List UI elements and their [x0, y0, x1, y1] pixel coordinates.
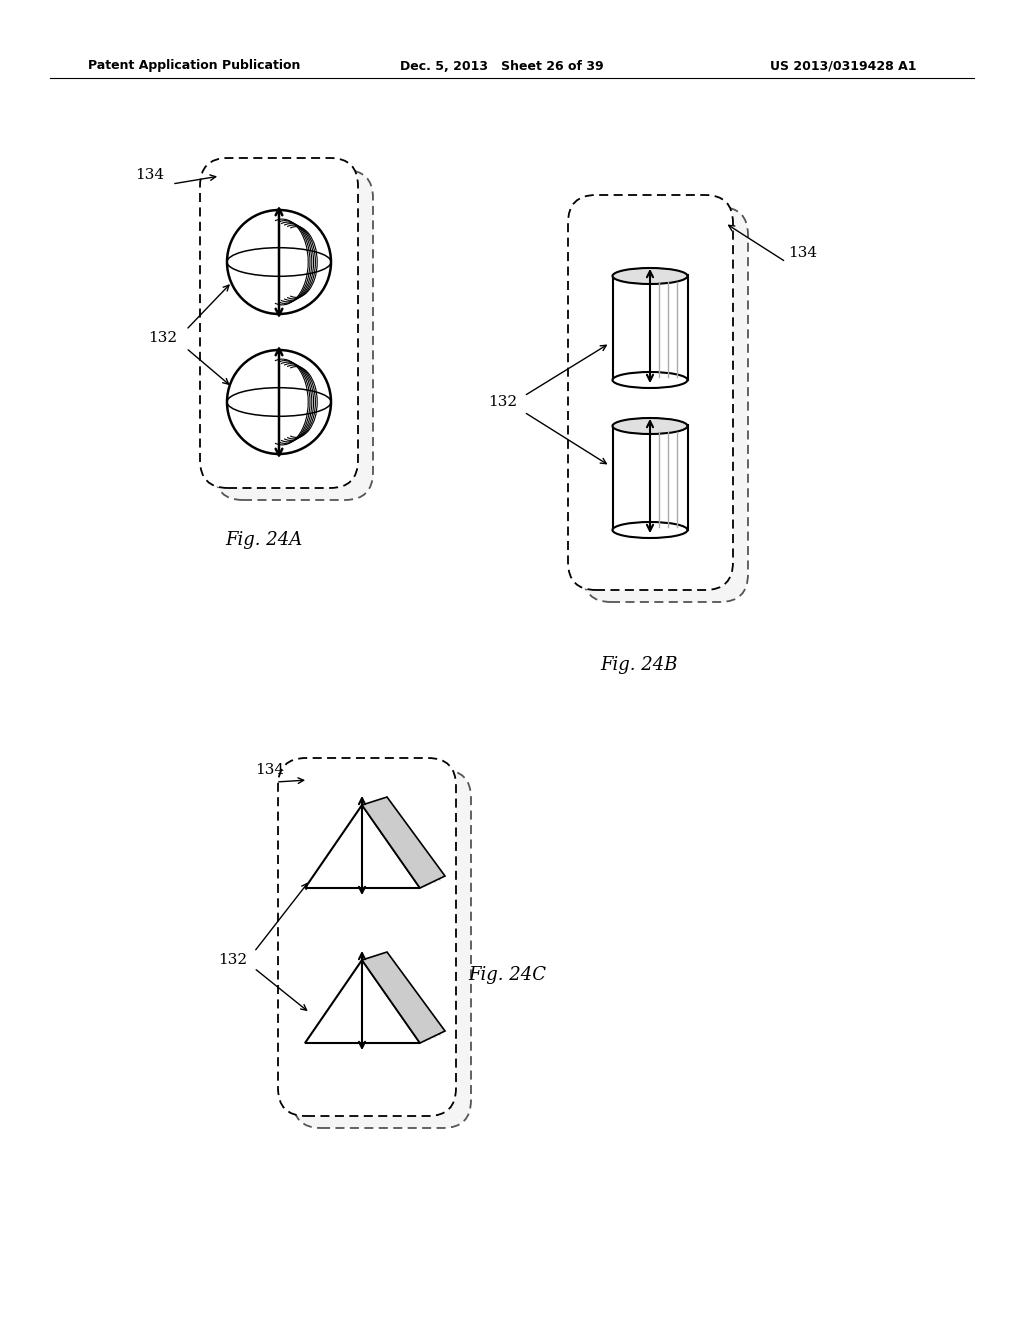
FancyBboxPatch shape	[583, 207, 748, 602]
Polygon shape	[305, 960, 420, 1043]
Text: Fig. 24C: Fig. 24C	[468, 966, 546, 983]
Ellipse shape	[612, 372, 687, 388]
Ellipse shape	[612, 268, 687, 284]
Text: 134: 134	[255, 763, 284, 777]
Ellipse shape	[612, 521, 687, 539]
Text: 132: 132	[488, 395, 517, 409]
Polygon shape	[362, 797, 445, 888]
Text: Patent Application Publication: Patent Application Publication	[88, 59, 300, 73]
Text: 132: 132	[148, 331, 177, 345]
FancyBboxPatch shape	[278, 758, 456, 1115]
Ellipse shape	[612, 418, 687, 434]
Text: 134: 134	[788, 246, 817, 260]
Bar	[613, 275, 688, 380]
FancyBboxPatch shape	[568, 195, 733, 590]
Polygon shape	[362, 952, 445, 1043]
Text: Fig. 24A: Fig. 24A	[225, 531, 302, 549]
Text: 134: 134	[135, 168, 164, 182]
FancyBboxPatch shape	[293, 770, 471, 1129]
FancyBboxPatch shape	[200, 158, 358, 488]
Text: Dec. 5, 2013   Sheet 26 of 39: Dec. 5, 2013 Sheet 26 of 39	[400, 59, 603, 73]
Text: US 2013/0319428 A1: US 2013/0319428 A1	[770, 59, 916, 73]
FancyBboxPatch shape	[215, 170, 373, 500]
Bar	[613, 425, 688, 531]
Text: 132: 132	[218, 953, 247, 968]
Text: Fig. 24B: Fig. 24B	[600, 656, 678, 675]
Polygon shape	[305, 805, 420, 888]
